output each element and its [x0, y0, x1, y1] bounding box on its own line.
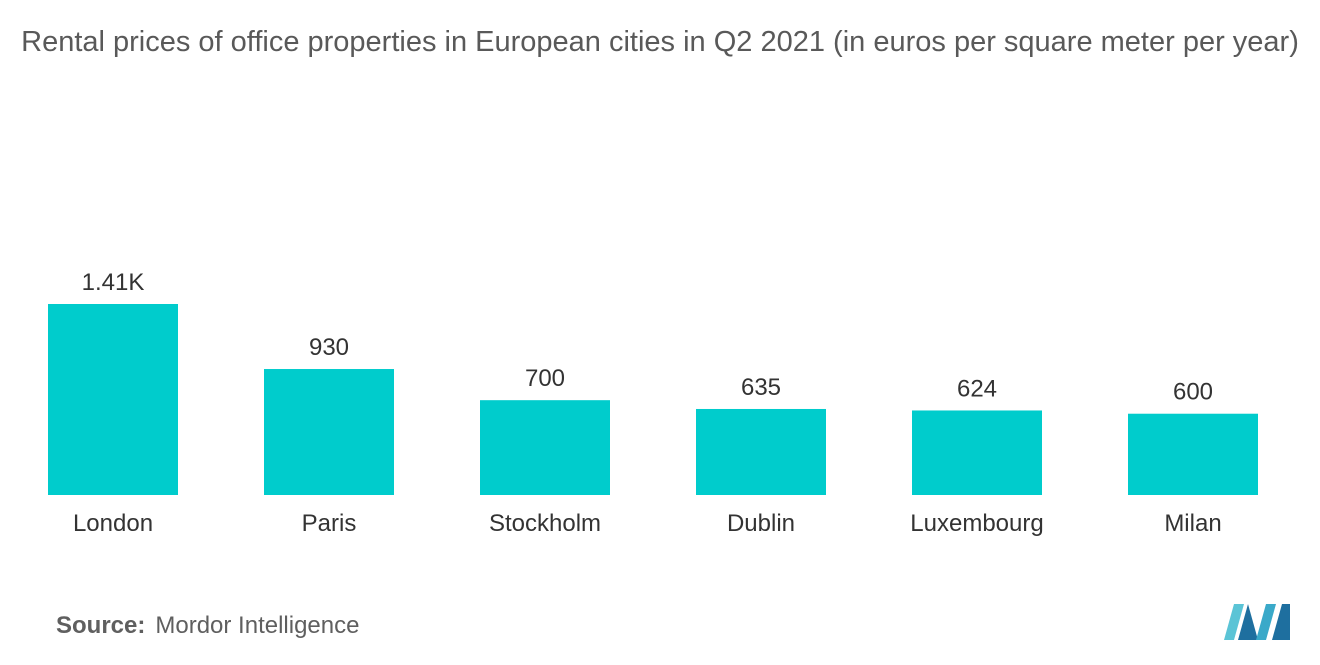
- bars-group: 1.41K London 930 Paris 700 Stockholm 635 Dublin…: [48, 269, 1258, 537]
- category-label-luxembourg: Luxembourg: [910, 510, 1043, 537]
- source-note: Source: Mordor Intelligence: [56, 612, 359, 640]
- category-label-stockholm: Stockholm: [489, 510, 601, 537]
- category-label-paris: Paris: [302, 510, 357, 537]
- bar-stockholm: [480, 400, 610, 495]
- bar-luxembourg: [912, 410, 1042, 495]
- value-label-milan: 600: [1173, 379, 1213, 406]
- bar-london: [48, 304, 178, 495]
- value-label-dublin: 635: [741, 374, 781, 401]
- value-label-paris: 930: [309, 334, 349, 361]
- bar-paris: [264, 369, 394, 495]
- category-label-london: London: [73, 510, 153, 537]
- bar-dublin: [696, 408, 826, 495]
- value-label-luxembourg: 624: [957, 375, 997, 402]
- chart-title: Rental prices of office properties in Eu…: [21, 26, 1299, 58]
- mordor-intelligence-logo-icon: [1224, 604, 1290, 640]
- category-label-milan: Milan: [1164, 510, 1221, 537]
- source-prefix: Source:: [56, 612, 146, 639]
- value-label-stockholm: 700: [525, 365, 565, 392]
- category-label-dublin: Dublin: [727, 510, 795, 537]
- bar-chart: 1.41K London 930 Paris 700 Stockholm 635 Dublin…: [48, 269, 1258, 537]
- value-label-london: 1.41K: [82, 269, 145, 296]
- source-name: Mordor Intelligence: [155, 612, 360, 639]
- bar-milan: [1128, 413, 1258, 495]
